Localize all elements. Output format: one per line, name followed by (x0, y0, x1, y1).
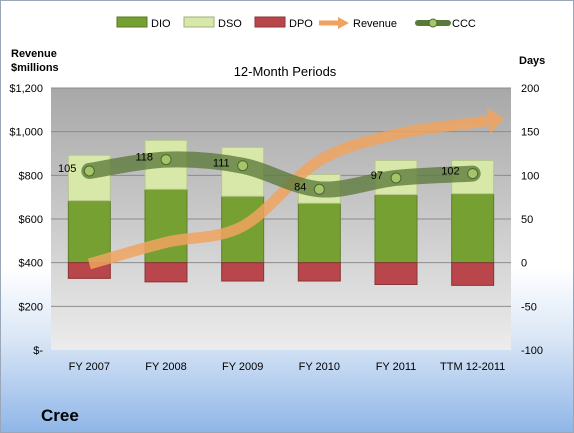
ccc-data-label: 111 (213, 158, 230, 170)
right-axis-label: Days (519, 55, 545, 67)
ccc-marker (160, 154, 172, 166)
category-label: FY 2009 (222, 361, 263, 373)
legend-label: Revenue (353, 18, 397, 30)
dpo-bar (144, 262, 188, 283)
left-tick-label: $- (33, 345, 43, 357)
legend-swatch-marker (428, 18, 438, 28)
legend-swatch (116, 16, 148, 28)
left-tick-label: $600 (19, 214, 43, 226)
ccc-marker (467, 168, 479, 180)
ccc-data-label: 84 (294, 181, 306, 193)
right-tick-label: 200 (521, 83, 539, 95)
dpo-bar (451, 262, 495, 286)
ccc-marker (83, 165, 95, 177)
ccc-data-label: 102 (441, 166, 459, 178)
category-label: FY 2010 (299, 361, 340, 373)
chart-title: 12-Month Periods (234, 64, 337, 79)
left-axis-label-line2: $millions (11, 62, 59, 74)
right-tick-label: 0 (521, 258, 527, 270)
axes: $- -100 $200 -50 $400 0 $600 50 $800 100 $1,000 150… (9, 83, 543, 373)
ccc-data-label: 105 (58, 163, 76, 175)
dio-bar (297, 202, 341, 264)
legend-label: DPO (289, 18, 313, 30)
ccc-marker (313, 183, 325, 195)
ccc-series: 105 118 111 84 97 102 (58, 151, 481, 198)
ccc-data-label: 97 (371, 170, 383, 182)
left-tick-label: $1,200 (9, 83, 43, 95)
dpo-bar (221, 262, 265, 282)
legend-label: DIO (151, 18, 171, 30)
dio-bar (374, 194, 418, 264)
ccc-line (81, 151, 481, 198)
category-label: FY 2007 (69, 361, 110, 373)
left-tick-label: $400 (19, 258, 43, 270)
ccc-marker (390, 172, 402, 184)
legend-swatch-arrowhead (338, 17, 349, 29)
ccc-marker (237, 160, 249, 172)
legend: DIO DSO DPO Revenue CCC (116, 16, 476, 30)
legend-label: DSO (218, 18, 242, 30)
category-label: FY 2008 (145, 361, 186, 373)
right-tick-label: 100 (521, 170, 539, 182)
company-name: Cree (41, 406, 79, 425)
legend-swatch (183, 16, 215, 28)
revenue-series (87, 107, 505, 270)
ccc-data-label: 118 (135, 152, 153, 164)
dio-bar (451, 193, 495, 264)
legend-swatch (254, 16, 286, 28)
left-axis-label-line1: Revenue (11, 48, 57, 60)
dio-bar (67, 200, 111, 264)
dpo-bar (374, 262, 418, 285)
left-tick-label: $200 (19, 301, 43, 313)
left-tick-label: $1,000 (9, 127, 43, 139)
dpo-bar (297, 262, 341, 282)
category-label: FY 2011 (376, 361, 417, 373)
right-tick-label: -50 (521, 301, 537, 313)
right-tick-label: 150 (521, 127, 539, 139)
right-tick-label: -100 (521, 345, 543, 357)
legend-label: CCC (452, 18, 476, 30)
category-label: TTM 12-2011 (440, 361, 505, 373)
revenue-arrowhead (486, 107, 505, 134)
revenue-line (87, 115, 490, 270)
right-tick-label: 50 (521, 214, 533, 226)
left-tick-label: $800 (19, 170, 43, 182)
